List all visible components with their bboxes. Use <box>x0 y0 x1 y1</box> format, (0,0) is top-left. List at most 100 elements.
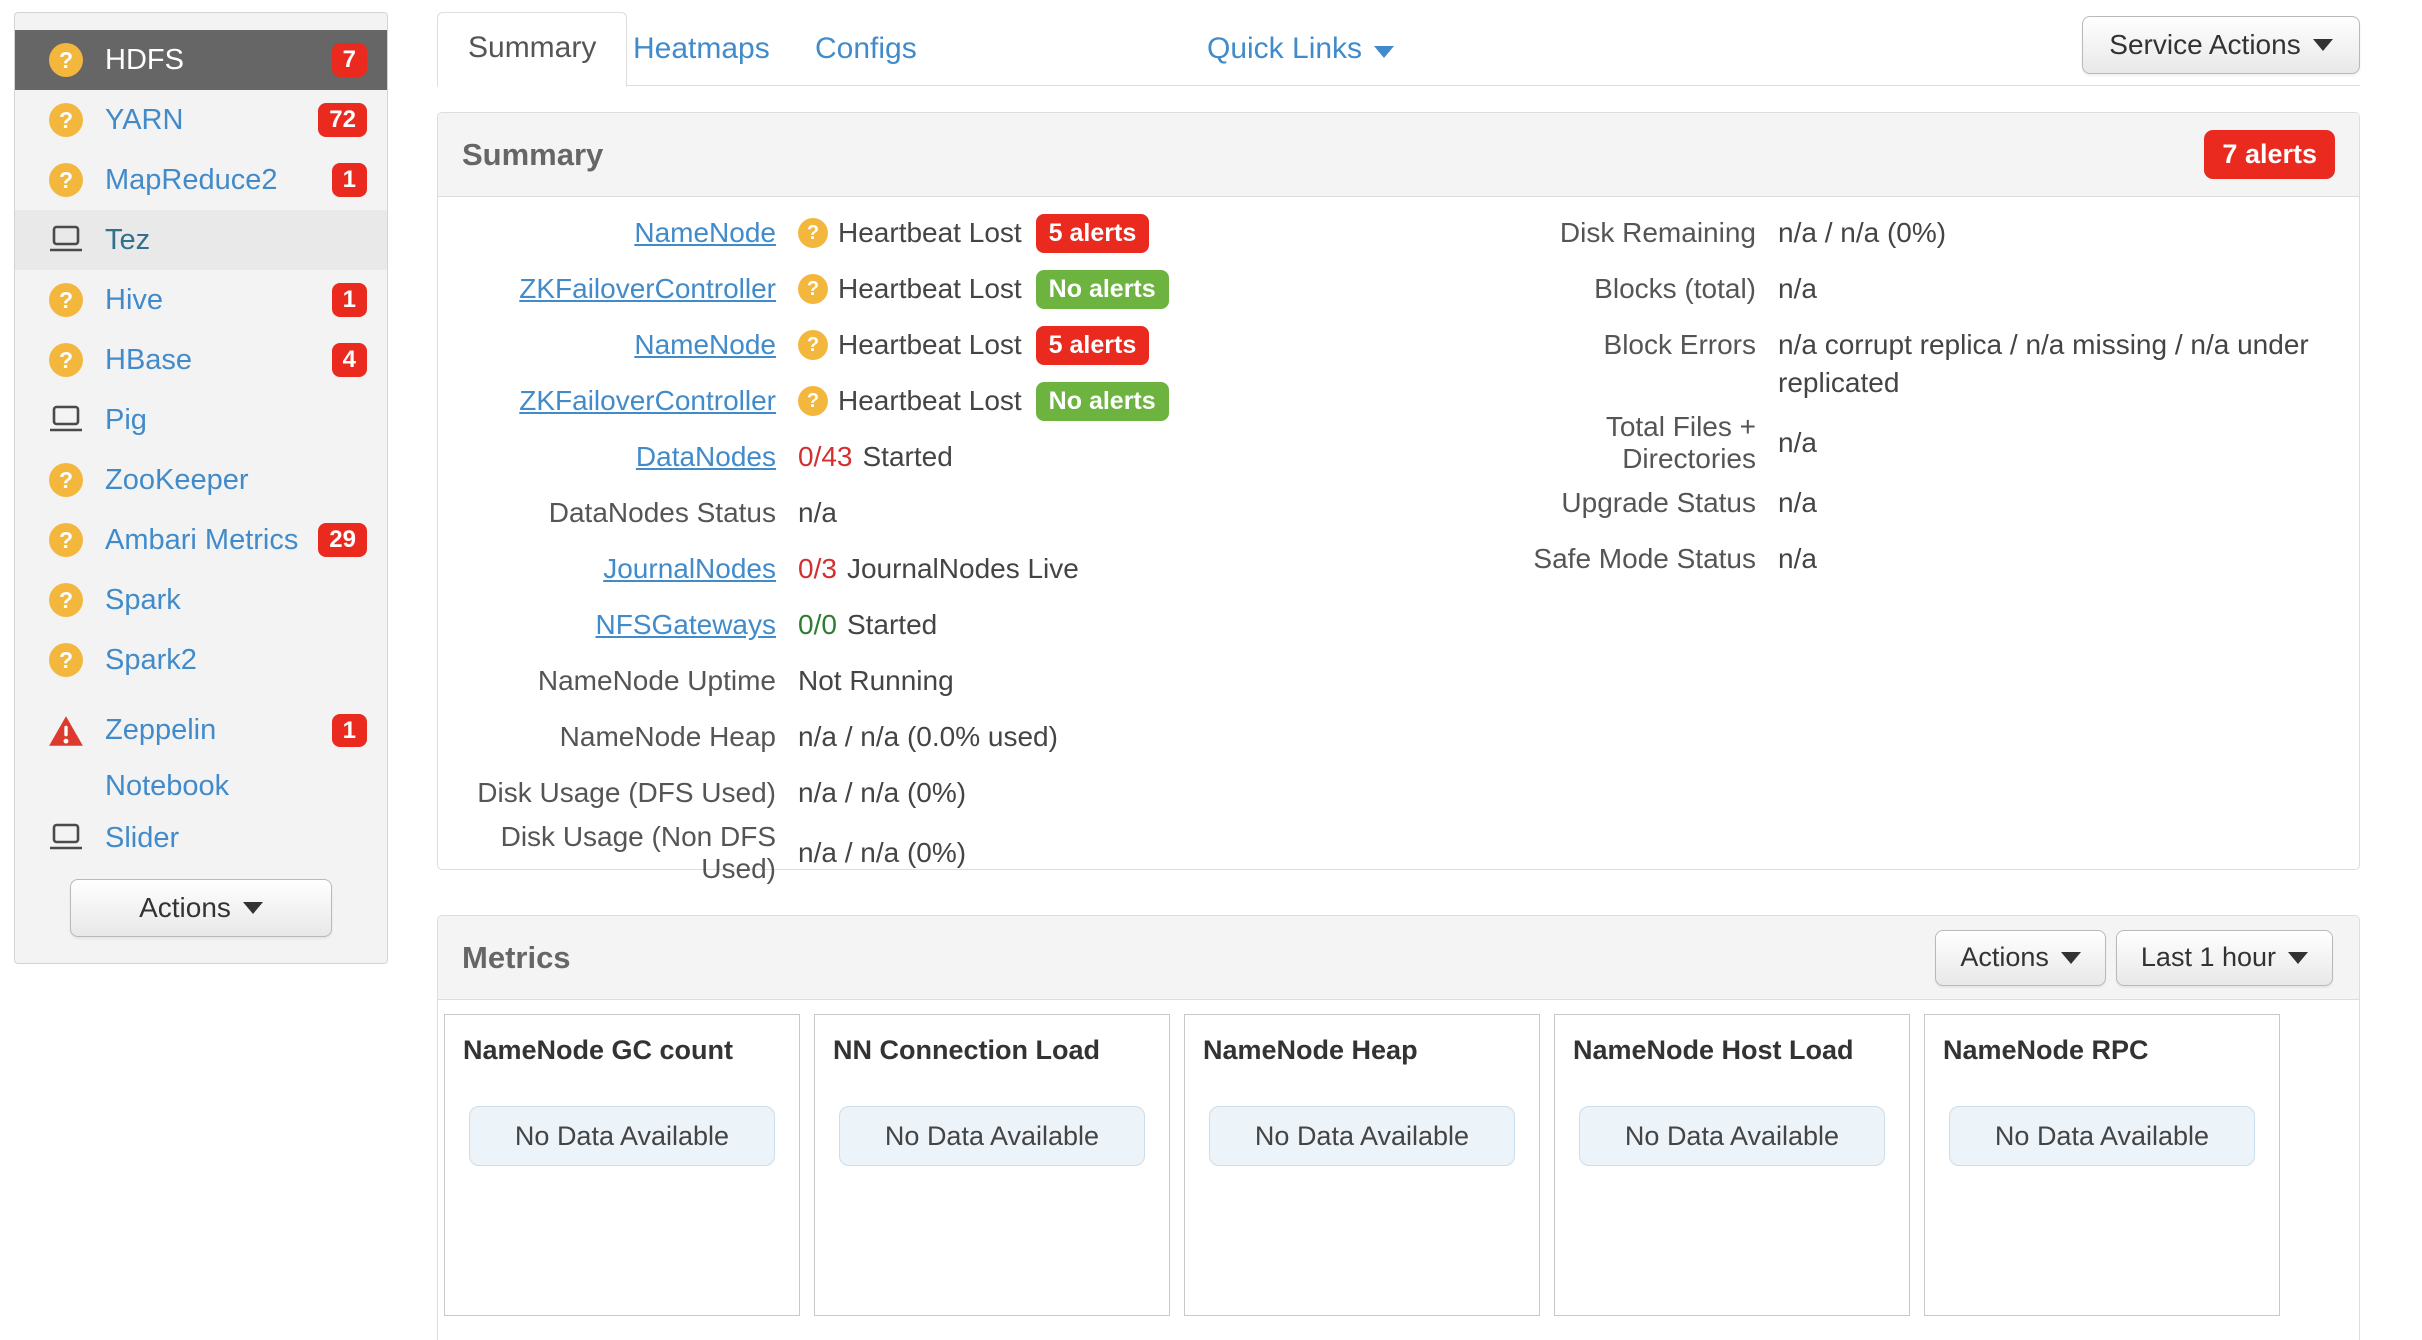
no-data-available-pill: No Data Available <box>1209 1106 1515 1166</box>
count-fraction: 0/3 <box>798 553 837 584</box>
sidebar-item-zookeeper[interactable]: ? ZooKeeper <box>15 450 387 510</box>
summary-row: Blocks (total) n/a <box>1594 273 1817 304</box>
zkfailovercontroller-link[interactable]: ZKFailoverController <box>519 273 776 304</box>
sidebar-item-label: HBase <box>105 343 193 376</box>
time-range-button[interactable]: Last 1 hour <box>2115 929 2333 986</box>
metric-card-namenode-heap[interactable]: NameNode Heap No Data Available <box>1184 1014 1540 1316</box>
sidebar-item-label: Spark2 <box>105 643 197 676</box>
sidebar-item-label: Hive <box>105 283 164 316</box>
metric-card-namenode-host-load[interactable]: NameNode Host Load No Data Available <box>1554 1014 1910 1316</box>
alert-count-badge[interactable]: 1 <box>331 163 367 197</box>
sidebar-item-pig[interactable]: Pig <box>15 390 387 450</box>
tab-configs[interactable]: Configs <box>815 32 917 65</box>
sidebar-item-label: Slider <box>105 821 180 854</box>
service-tab-bar: Summary Heatmaps Configs Quick Links <box>437 12 2360 87</box>
sidebar-item-ambari-metrics[interactable]: ? Ambari Metrics 29 <box>15 510 387 570</box>
no-alerts-badge[interactable]: No alerts <box>1035 269 1169 309</box>
sidebar-item-spark[interactable]: ? Spark <box>15 570 387 630</box>
alert-count-badge[interactable]: 29 <box>318 523 367 557</box>
summary-row: Safe Mode Status n/a <box>1533 543 1817 574</box>
metric-card-namenode-gc-count[interactable]: NameNode GC count No Data Available <box>444 1014 800 1316</box>
metric-cards-row: NameNode GC count No Data Available NN C… <box>438 1000 2359 1316</box>
journalnodes-link[interactable]: JournalNodes <box>603 553 776 584</box>
service-actions-button[interactable]: Service Actions <box>2082 16 2360 74</box>
metric-card-title: NameNode RPC <box>1943 1035 2149 1065</box>
metric-card-namenode-rpc[interactable]: NameNode RPC No Data Available <box>1924 1014 2280 1316</box>
no-data-available-pill: No Data Available <box>1579 1106 1885 1166</box>
laptop-icon <box>47 401 85 439</box>
question-status-icon: ? <box>47 461 85 499</box>
alerts-badge[interactable]: 5 alerts <box>1035 325 1150 365</box>
sidebar-item-zeppelin-notebook[interactable]: Zeppelin Notebook 1 <box>15 690 387 808</box>
laptop-icon <box>47 221 85 259</box>
alert-count-badge[interactable]: 1 <box>331 714 367 748</box>
sidebar-item-spark2[interactable]: ? Spark2 <box>15 630 387 690</box>
summary-row: NameNode ? Heartbeat Lost 5 alerts <box>438 205 1468 261</box>
datanodes-link[interactable]: DataNodes <box>635 441 776 472</box>
sidebar-item-hdfs[interactable]: ? HDFS 7 <box>15 30 387 90</box>
nfsgateways-link[interactable]: NFSGateways <box>595 609 777 640</box>
question-status-icon: ? <box>47 161 85 199</box>
summary-row: JournalNodes 0/3 JournalNodes Live <box>603 553 1079 584</box>
summary-row: Total Files + Directories n/a <box>1605 411 1817 474</box>
summary-row: Disk Usage (DFS Used) n/a / n/a (0%) <box>477 777 967 808</box>
warning-triangle-icon <box>47 712 85 750</box>
summary-row: ZKFailoverController ? Heartbeat Lost No a… <box>438 373 1468 429</box>
no-alerts-badge[interactable]: No alerts <box>1035 381 1169 421</box>
alert-count-badge[interactable]: 72 <box>318 103 367 137</box>
quick-links-dropdown[interactable]: Quick Links <box>1207 12 1395 86</box>
alerts-badge[interactable]: 5 alerts <box>1035 213 1150 253</box>
question-status-icon: ? <box>798 274 828 304</box>
summary-row: DataNodes 0/43 Started <box>635 441 953 472</box>
sidebar-item-label: HDFS <box>105 43 184 76</box>
summary-row: Upgrade Status n/a <box>1561 487 1817 518</box>
question-status-icon: ? <box>47 581 85 619</box>
metrics-panel-header: Metrics Actions Last 1 hour <box>438 916 2359 1000</box>
sidebar-item-label: MapReduce2 <box>105 163 278 196</box>
metrics-actions-button[interactable]: Actions <box>1935 929 2106 986</box>
question-status-icon: ? <box>47 41 85 79</box>
alert-count-badge[interactable]: 4 <box>331 343 367 377</box>
metric-card-nn-connection-load[interactable]: NN Connection Load No Data Available <box>814 1014 1170 1316</box>
namenode-link[interactable]: NameNode <box>634 329 776 360</box>
sidebar-item-slider[interactable]: Slider <box>15 808 387 868</box>
summary-left-column: NameNode ? Heartbeat Lost 5 alerts ZKFailo… <box>438 205 1468 885</box>
chevron-down-icon <box>2060 951 2081 964</box>
summary-row: NameNode Uptime Not Running <box>537 665 954 696</box>
metric-card-title: NameNode GC count <box>463 1035 734 1065</box>
chevron-down-icon <box>242 902 263 914</box>
tab-heatmaps[interactable]: Heatmaps <box>633 32 770 65</box>
zkfailovercontroller-link[interactable]: ZKFailoverController <box>519 385 776 416</box>
service-alerts-badge[interactable]: 7 alerts <box>2204 130 2335 179</box>
question-status-icon: ? <box>798 218 828 248</box>
chevron-down-icon <box>2312 39 2333 51</box>
no-data-available-pill: No Data Available <box>1949 1106 2255 1166</box>
sidebar-item-hbase[interactable]: ? HBase 4 <box>15 330 387 390</box>
services-sidebar: ? HDFS 7 ? YARN 72 ? MapReduce2 1 Tez ? … <box>14 12 388 964</box>
summary-panel: Summary 7 alerts NameNode ? Heartbeat Los… <box>437 112 2360 884</box>
question-status-icon: ? <box>47 521 85 559</box>
count-fraction: 0/0 <box>798 609 837 640</box>
tab-summary[interactable]: Summary <box>437 12 628 87</box>
summary-row: Disk Usage (Non DFS Used) n/a / n/a (0%) <box>500 821 967 884</box>
summary-panel-header: Summary 7 alerts <box>438 113 2359 197</box>
question-status-icon: ? <box>47 281 85 319</box>
sidebar-item-hive[interactable]: ? Hive 1 <box>15 270 387 330</box>
question-status-icon: ? <box>798 330 828 360</box>
sidebar-item-yarn[interactable]: ? YARN 72 <box>15 90 387 150</box>
sidebar-item-tez[interactable]: Tez <box>15 210 387 270</box>
namenode-link[interactable]: NameNode <box>634 217 776 248</box>
metric-card-title: NameNode Host Load <box>1573 1035 1854 1065</box>
question-status-icon: ? <box>47 101 85 139</box>
alert-count-badge[interactable]: 7 <box>331 43 367 77</box>
chevron-down-icon <box>2288 951 2308 964</box>
sidebar-item-label: Tez <box>105 223 151 256</box>
sidebar-actions-button[interactable]: Actions <box>70 879 332 937</box>
alert-count-badge[interactable]: 1 <box>331 283 367 317</box>
summary-row: NameNode ? Heartbeat Lost 5 alerts <box>438 317 1468 373</box>
summary-row: DataNodes Status n/a <box>548 497 837 528</box>
metric-card-title: NN Connection Load <box>833 1035 1100 1065</box>
sidebar-item-label: Ambari Metrics <box>105 523 299 556</box>
sidebar-item-mapreduce2[interactable]: ? MapReduce2 1 <box>15 150 387 210</box>
question-status-icon: ? <box>47 641 85 679</box>
